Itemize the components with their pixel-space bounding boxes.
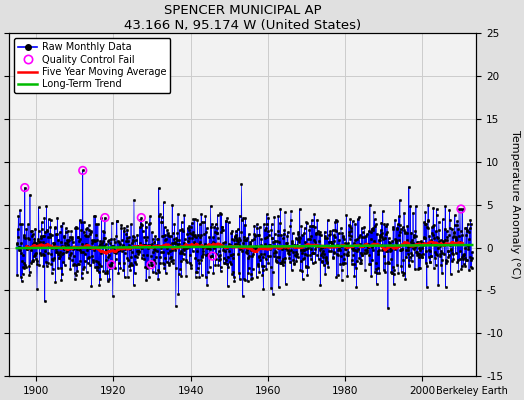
Point (79, 167, 87, 174)
Point (457, 206, 465, 212)
Point (107, 262, 116, 268)
Point (137, 214, 146, 221)
Legend: Raw Monthly Data, Quality Control Fail, Five Year Moving Average, Long-Term Tren: Raw Monthly Data, Quality Control Fail, … (14, 38, 170, 93)
Text: Berkeley Earth: Berkeley Earth (436, 386, 508, 396)
Title: SPENCER MUNICIPAL AP
43.166 N, 95.174 W (United States): SPENCER MUNICIPAL AP 43.166 N, 95.174 W … (124, 4, 362, 32)
Point (20, 184, 29, 191)
Point (147, 262, 155, 268)
Y-axis label: Temperature Anomaly (°C): Temperature Anomaly (°C) (510, 130, 520, 279)
Point (208, 253, 216, 259)
Point (101, 214, 109, 221)
